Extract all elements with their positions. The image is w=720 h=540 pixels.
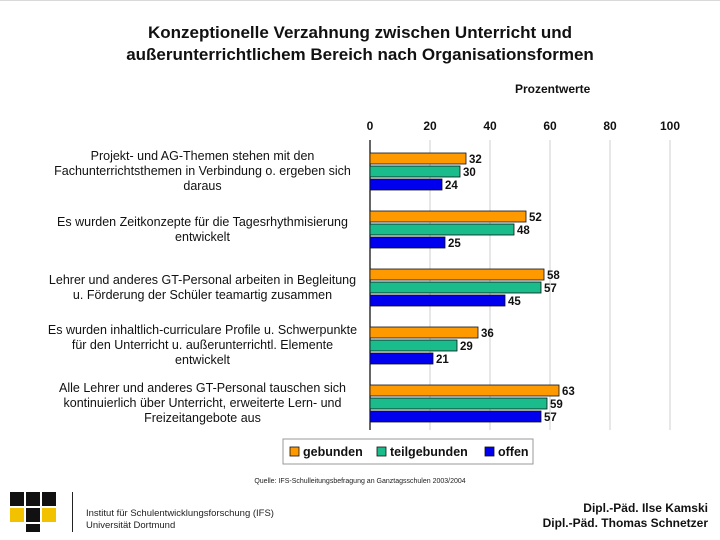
tick-label-20: 20 [423, 119, 437, 133]
data-label-teilgebunden-2: 48 [517, 225, 530, 237]
category-label-4: Es wurden inhaltlich-curriculare Profile… [40, 323, 365, 368]
category-label-4-line-3: entwickelt [175, 353, 230, 367]
data-label-offen-2: 25 [448, 238, 461, 250]
data-label-offen-3: 45 [508, 296, 521, 308]
data-label-offen-1: 24 [445, 180, 458, 192]
category-label-1-line-2: Fachunterrichtsthemen in Verbindung o. e… [54, 164, 351, 178]
data-label-gebunden-1: 32 [469, 154, 482, 166]
bar-offen-4 [369, 352, 434, 365]
ifs-logo [10, 492, 56, 532]
institute-name: Institut für Schulentwicklungsforschung … [86, 508, 274, 532]
bar-teilgebunden-3 [369, 281, 542, 294]
tick-label-100: 100 [660, 119, 680, 133]
legend-swatch-teilgebunden [376, 446, 387, 457]
category-label-1: Projekt- und AG-Themen stehen mit den Fac… [40, 149, 365, 194]
legend-label-offen: offen [498, 445, 529, 459]
data-label-teilgebunden-5: 59 [550, 399, 563, 411]
category-label-5-line-2: kontinuierlich über Unterricht, erweiter… [63, 396, 342, 410]
category-label-2: Es wurden Zeitkonzepte für die Tagesrhyt… [40, 215, 365, 245]
units-label: Prozentwerte [515, 82, 591, 96]
legend-swatch-offen [484, 446, 495, 457]
bar-teilgebunden-2 [369, 223, 515, 236]
category-label-5-line-3: Freizeitangebote aus [144, 411, 261, 425]
source-note: Quelle: IFS-Schulleitungsbefragung an Ga… [254, 478, 466, 485]
bar-gebunden-1 [369, 152, 467, 165]
bar-offen-3 [369, 294, 506, 307]
category-label-3-line-2: u. Förderung der Schüler teamartig zusam… [72, 287, 333, 302]
institute-line-2: Universität Dortmund [86, 520, 176, 531]
tick-label-40: 40 [483, 119, 497, 133]
data-label-gebunden-3: 58 [547, 270, 560, 282]
bar-offen-2 [369, 236, 446, 249]
data-label-teilgebunden-4: 29 [460, 341, 473, 353]
category-label-3: Lehrer und anderes GT-Personal arbeiten … [40, 273, 365, 303]
title-line-1: Konzeptionelle Verzahnung zwischen Unter… [147, 23, 573, 42]
bar-gebunden-5 [369, 384, 560, 397]
category-label-1-line-1: Projekt- und AG-Themen stehen mit den [90, 149, 315, 163]
category-label-2-line-1: Es wurden Zeitkonzepte für die Tagesrhyt… [57, 214, 348, 229]
category-label-3-line-1: Lehrer und anderes GT-Personal arbeiten … [48, 272, 357, 287]
logo-vline [72, 492, 73, 532]
bar-offen-5 [369, 410, 542, 423]
category-label-4-line-2: für den Unterricht u. außerunterrichtl. … [71, 338, 334, 352]
category-label-1-line-3: daraus [183, 179, 222, 193]
data-label-gebunden-4: 36 [481, 328, 494, 340]
top-divider [0, 0, 720, 1]
authors: Dipl.-Päd. Ilse Kamski Dipl.-Päd. Thomas… [543, 501, 708, 531]
author-1: Dipl.-Päd. Ilse Kamski [583, 501, 708, 515]
bar-teilgebunden-5 [369, 397, 548, 410]
category-label-2-line-2: entwickelt [175, 229, 230, 244]
legend-swatch-gebunden [289, 446, 300, 457]
slide-title: Konzeptionelle Verzahnung zwischen Unter… [0, 22, 720, 66]
bar-offen-1 [369, 178, 443, 191]
bar-teilgebunden-4 [369, 339, 458, 352]
title-line-2: außerunterrichtlichem Bereich nach Organ… [126, 45, 594, 64]
data-label-teilgebunden-3: 57 [544, 283, 557, 295]
institute-line-1: Institut für Schulentwicklungsforschung … [86, 508, 274, 519]
data-label-gebunden-2: 52 [529, 212, 542, 224]
author-2: Dipl.-Päd. Thomas Schnetzer [542, 516, 708, 530]
bar-gebunden-3 [369, 268, 545, 281]
category-label-5: Alle Lehrer und anderes GT-Personal taus… [40, 381, 365, 426]
data-label-gebunden-5: 63 [562, 386, 575, 398]
tick-label-80: 80 [603, 119, 617, 133]
category-label-5-line-1: Alle Lehrer und anderes GT-Personal taus… [59, 381, 346, 395]
data-label-offen-5: 57 [544, 412, 557, 424]
legend-label-teilgebunden: teilgebunden [390, 445, 468, 459]
tick-label-0: 0 [367, 119, 374, 133]
data-label-offen-4: 21 [436, 354, 449, 366]
data-label-teilgebunden-1: 30 [463, 167, 476, 179]
bar-gebunden-2 [369, 210, 527, 223]
bar-teilgebunden-1 [369, 165, 461, 178]
category-label-4-line-1: Es wurden inhaltlich-curriculare Profile… [47, 323, 358, 337]
legend-label-gebunden: gebunden [303, 445, 363, 459]
bar-gebunden-4 [369, 326, 479, 339]
tick-label-60: 60 [543, 119, 557, 133]
